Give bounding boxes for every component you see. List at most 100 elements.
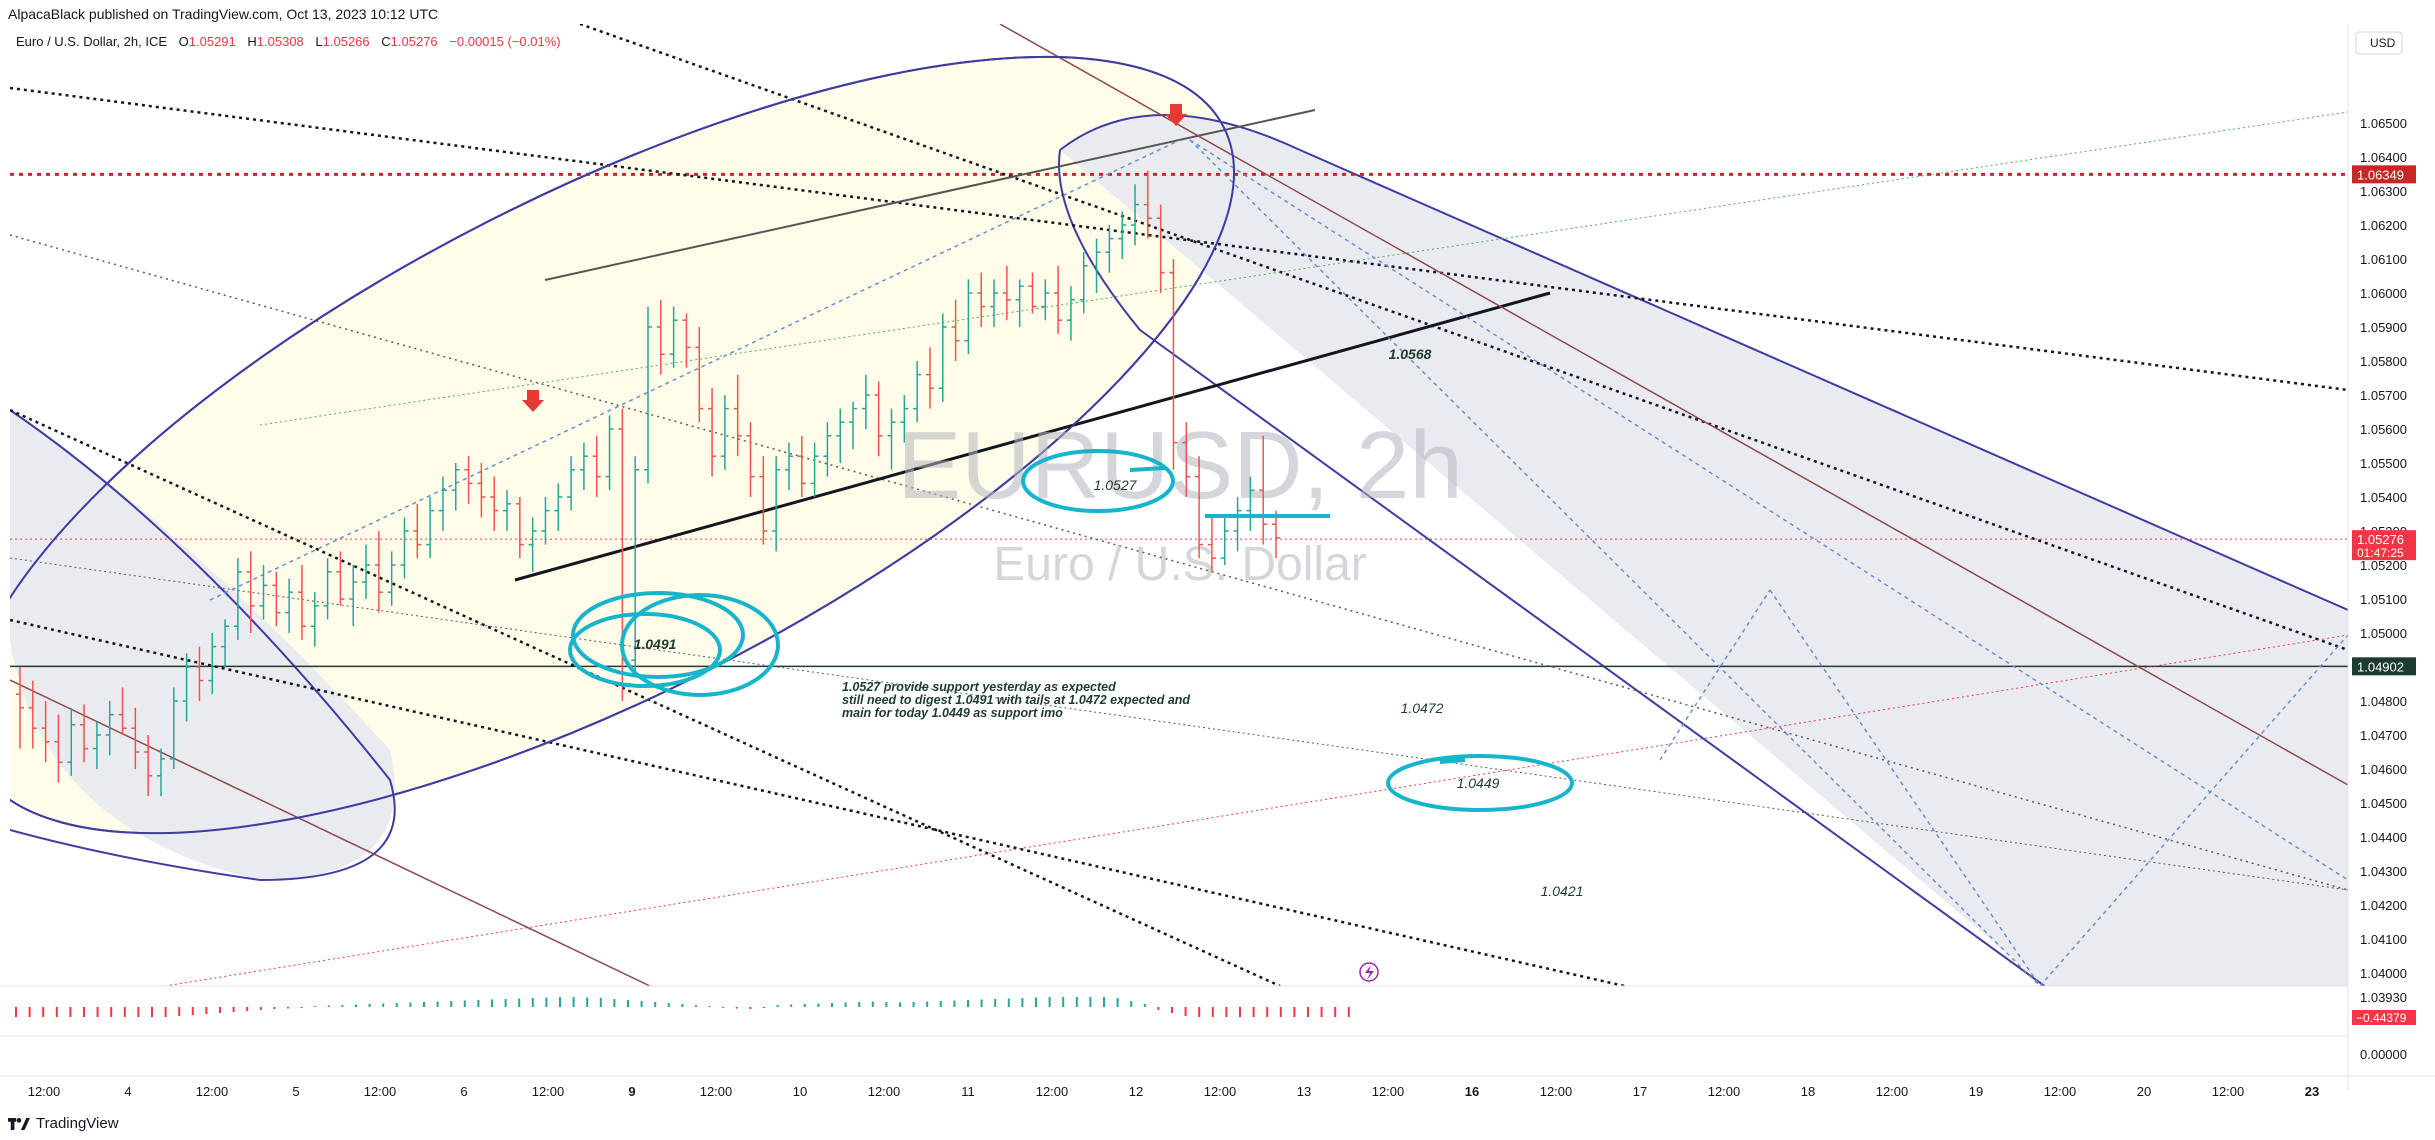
oscillator-bar (1143, 1004, 1146, 1007)
oscillator-bar (151, 1007, 153, 1017)
trend-dotted-4 (10, 557, 2348, 891)
oscillator-bar (395, 1003, 398, 1007)
price-tick: 1.04600 (2360, 762, 2407, 777)
price-tick: 1.05400 (2360, 490, 2407, 505)
trendline-black (514, 291, 1551, 582)
trend-dotted-1 (10, 86, 2348, 392)
oscillator-bar (1225, 1007, 1228, 1017)
price-label-box[interactable] (2352, 530, 2416, 561)
oscillator-bar (273, 1007, 276, 1009)
publisher-line: AlpacaBlack published on TradingView.com… (8, 6, 439, 22)
tradingview-brand: TradingView (36, 1115, 119, 1132)
price-tick: 1.05700 (2360, 388, 2407, 403)
time-tick: 12:00 (1204, 1084, 1237, 1099)
oscillator-bar (803, 1004, 806, 1007)
time-tick: 12:00 (1708, 1084, 1741, 1099)
oscillator-bar (69, 1007, 72, 1017)
oscillator-bar (96, 1007, 99, 1017)
oscillator-bar (926, 1001, 929, 1007)
time-tick: 6 (460, 1084, 467, 1099)
oscillator-bar (246, 1007, 249, 1011)
oscillator-bar (613, 999, 616, 1007)
annotation-label: 1.0421 (1541, 883, 1584, 899)
oscillator-bar (695, 1005, 697, 1007)
price-tick: 1.06100 (2360, 252, 2407, 267)
trend-dotted-3 (10, 234, 2348, 891)
price-tick: 1.04800 (2360, 694, 2407, 709)
oscillator-bar (654, 1002, 657, 1007)
oscillator-bar (55, 1007, 58, 1017)
oscillator-bar (259, 1007, 262, 1010)
time-tick: 5 (292, 1084, 299, 1099)
trendline-maroon-2 (10, 679, 651, 986)
oscillator-bar (1347, 1007, 1350, 1017)
sell-arrow-2 (1165, 104, 1187, 126)
annotation-label: 1.0568 (1389, 346, 1432, 362)
high-value: 1.05308 (256, 34, 304, 49)
trendline-green-dotted (259, 111, 2348, 426)
price-tick: 1.04100 (2360, 932, 2407, 947)
oscillator-bar (939, 1001, 942, 1007)
oscillator-bar (817, 1003, 820, 1007)
price-tick: 1.04000 (2360, 966, 2407, 981)
oscillator-bar (491, 999, 493, 1007)
currency-button[interactable] (2355, 31, 2403, 55)
price-tick: 1.05900 (2360, 320, 2407, 335)
price-tick: 1.05500 (2360, 456, 2407, 471)
trend-dotted-5 (579, 24, 2348, 652)
oscillator-bar (219, 1007, 221, 1013)
price-label-box[interactable] (2352, 657, 2416, 676)
oscillator-bar (749, 1007, 752, 1009)
open-label: O (178, 34, 189, 49)
high-label: H (247, 34, 257, 49)
legend-ohlc[interactable]: Euro / U.S. Dollar, 2h, ICE O1.05291 H1.… (16, 34, 561, 49)
oscillator-axis-zero: 0.00000 (2360, 1047, 2407, 1062)
oscillator-bar (1293, 1007, 1296, 1017)
price-axis-bg (2348, 0, 2435, 1140)
oscillator-bar (1307, 1007, 1309, 1017)
trendline-maroon-1 (999, 24, 2348, 786)
oscillator-bar (667, 1003, 670, 1007)
shaded-channel-down (1060, 115, 2348, 986)
oscillator-bar (1171, 1007, 1173, 1013)
annotations: 1.0568 1.0527 1.0491 1.0472 1.0449 1.0421 1.05… (522, 104, 1584, 982)
time-tick: 12:00 (700, 1084, 733, 1099)
oscillator-bar (681, 1004, 684, 1007)
oscillator-bar (1048, 997, 1051, 1007)
price-label-box[interactable] (2352, 165, 2416, 184)
oscillator-bar (545, 997, 548, 1007)
price-tick: 1.04400 (2360, 830, 2407, 845)
price-tick: 1.04700 (2360, 728, 2407, 743)
price-label-value: 1.05276 (2357, 532, 2404, 547)
price-tick: 1.03930 (2360, 990, 2407, 1005)
oscillator-bar (83, 1007, 85, 1017)
oscillator-bar (327, 1005, 330, 1007)
time-tick: 23 (2305, 1084, 2319, 1099)
time-tick: 12:00 (1540, 1084, 1573, 1099)
oscillator-bar (722, 1007, 725, 1008)
price-axis[interactable]: USD 1.06500 1.06400 1.06300 1.06200 1.06100 1.… (2347, 0, 2435, 1140)
note-line: still need to digest 1.0491 with tails a… (842, 693, 1190, 707)
oscillator-bar (627, 1000, 629, 1007)
oscillator-bar (980, 999, 983, 1007)
instrument-name: Euro / U.S. Dollar, 2h, ICE (16, 34, 168, 49)
tradingview-logo[interactable]: TradingView (8, 1115, 119, 1132)
trend-dotted-6 (10, 618, 1631, 986)
oscillator-bar (382, 1003, 385, 1007)
oscillator-bar (599, 998, 602, 1007)
time-tick: 12:00 (28, 1084, 61, 1099)
oscillator-bar (572, 997, 575, 1007)
price-label-value: 1.04902 (2357, 659, 2404, 674)
oscillator-bar (409, 1002, 412, 1007)
time-tick: 19 (1969, 1084, 1983, 1099)
price-tick: 1.04300 (2360, 864, 2407, 879)
price-label-countdown: 01:47:25 (2357, 546, 2404, 560)
oscillator-bar (436, 1001, 439, 1007)
price-tick: 1.05100 (2360, 592, 2407, 607)
oscillator-bar (287, 1007, 289, 1009)
time-tick: 10 (793, 1084, 807, 1099)
time-axis[interactable]: 12:00 4 12:00 5 12:00 6 12:00 9 12:00 10 12:00 11 12… (0, 1075, 2435, 1099)
oscillator-pane (0, 985, 2348, 1037)
price-tick: 1.06000 (2360, 286, 2407, 301)
